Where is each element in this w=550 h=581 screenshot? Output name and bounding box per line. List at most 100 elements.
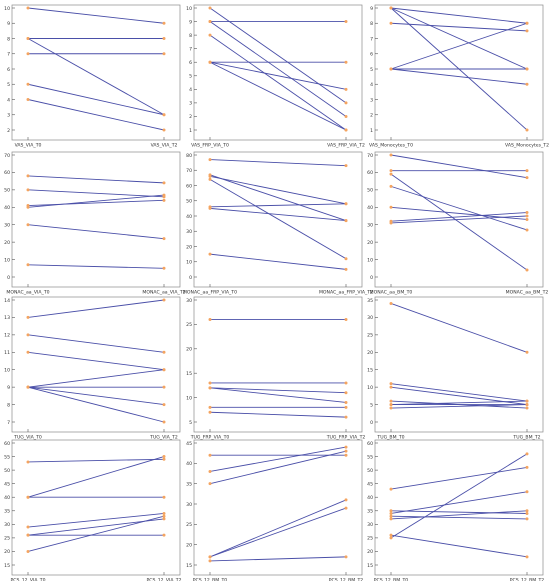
- data-point: [344, 267, 348, 271]
- y-tick-label: 35: [367, 509, 373, 515]
- series-line: [27, 38, 165, 116]
- y-tick-label: 50: [367, 468, 373, 474]
- y-tick-label: 5: [189, 420, 192, 426]
- y-tick-label: 2: [370, 113, 373, 119]
- data-point: [162, 37, 166, 40]
- data-point: [389, 511, 393, 515]
- data-point: [525, 517, 529, 521]
- data-point: [344, 449, 348, 453]
- y-tick-label: 7: [7, 52, 10, 58]
- y-tick-label: 40: [367, 205, 373, 211]
- axes-box: [193, 439, 363, 576]
- data-point: [162, 495, 166, 499]
- data-point: [389, 517, 393, 521]
- y-tick-label: 13: [4, 315, 10, 321]
- y-tick-label: 25: [186, 322, 192, 328]
- data-point: [208, 33, 212, 37]
- data-point: [389, 399, 393, 403]
- data-point: [344, 60, 348, 64]
- y-tick-label: 9: [370, 6, 373, 12]
- y-tick-label: 25: [367, 333, 373, 339]
- data-point: [389, 21, 393, 25]
- series-line: [390, 510, 528, 514]
- y-tick-label: 10: [367, 257, 373, 263]
- data-point: [162, 403, 166, 407]
- subplot-3: 1 2 3 4 5 6 7 8 9 VAS_Monocytes_T0 VAS_Monocytes_T…: [369, 4, 549, 149]
- subplot-1: 2 3 4 5 6 7 8 9 10 VAS_VIA_T0 VAS_VIA_T2: [4, 4, 181, 149]
- series-line: [390, 404, 528, 409]
- series-line: [27, 299, 165, 318]
- series-line: [209, 7, 347, 104]
- y-tick-label: 9: [7, 21, 10, 27]
- axes-box: [193, 4, 363, 141]
- x-tick-label: VAS_Monocytes_T2: [505, 143, 549, 149]
- y-tick-label: 8: [189, 33, 192, 39]
- data-point: [525, 511, 529, 515]
- y-tick-label: 80: [186, 153, 192, 159]
- data-point: [162, 181, 166, 185]
- series-line: [209, 499, 347, 558]
- y-tick-label: 11: [4, 350, 10, 356]
- series-line: [209, 159, 347, 167]
- data-point: [525, 399, 529, 403]
- y-tick-label: 30: [4, 223, 10, 229]
- data-point: [26, 263, 30, 267]
- x-tick-label: TUG_FRP_VIA_T0: [190, 435, 230, 441]
- data-point: [208, 252, 212, 256]
- series-line: [390, 534, 528, 558]
- series-line: [390, 453, 528, 539]
- y-tick-label: 1: [189, 128, 192, 134]
- y-tick-label: 40: [4, 495, 10, 501]
- data-point: [344, 164, 348, 168]
- data-point: [26, 315, 30, 319]
- x-tick-label: MONAC_aa_BM_T2: [506, 290, 549, 296]
- data-point: [389, 406, 393, 410]
- y-tick-label: 8: [7, 36, 10, 42]
- series-line: [209, 207, 347, 222]
- y-tick-label: 60: [4, 170, 10, 176]
- data-point: [26, 223, 30, 227]
- series-line: [209, 387, 347, 394]
- axes-box: [374, 439, 544, 576]
- y-tick-label: 4: [189, 87, 192, 93]
- data-point: [344, 219, 348, 223]
- series-line: [209, 61, 347, 131]
- data-point: [162, 237, 166, 241]
- data-point: [344, 498, 348, 502]
- series-line: [27, 513, 165, 528]
- series-line: [390, 68, 528, 85]
- y-tick-label: 10: [4, 257, 10, 263]
- data-point: [208, 559, 212, 563]
- data-point: [525, 465, 529, 469]
- data-point: [525, 128, 529, 132]
- y-tick-label: 30: [367, 315, 373, 321]
- data-point: [344, 257, 348, 261]
- data-point: [525, 452, 529, 456]
- series-line: [209, 507, 347, 558]
- series-line: [27, 83, 165, 116]
- data-point: [344, 506, 348, 510]
- data-point: [162, 193, 166, 197]
- series-line: [27, 224, 165, 240]
- series-line: [27, 369, 165, 388]
- data-point: [208, 60, 212, 64]
- series-line: [209, 34, 347, 131]
- data-point: [525, 176, 529, 180]
- data-point: [344, 101, 348, 105]
- data-point: [389, 184, 393, 188]
- y-tick-label: 20: [186, 542, 192, 548]
- data-point: [389, 385, 393, 389]
- data-point: [208, 453, 212, 457]
- data-point: [389, 169, 393, 173]
- y-tick-label: 45: [367, 481, 373, 487]
- data-point: [162, 533, 166, 537]
- y-tick-label: 20: [186, 244, 192, 250]
- y-tick-label: 30: [367, 223, 373, 229]
- y-tick-label: 10: [4, 6, 10, 12]
- y-tick-label: 3: [7, 113, 10, 119]
- data-point: [389, 153, 393, 157]
- data-point: [525, 82, 529, 86]
- data-point: [162, 266, 166, 270]
- data-point: [26, 205, 30, 209]
- subplot-11: 15 20 25 30 35 40 45 PCS_12_BM_T0 PCS_12_BM_T2: [186, 439, 363, 581]
